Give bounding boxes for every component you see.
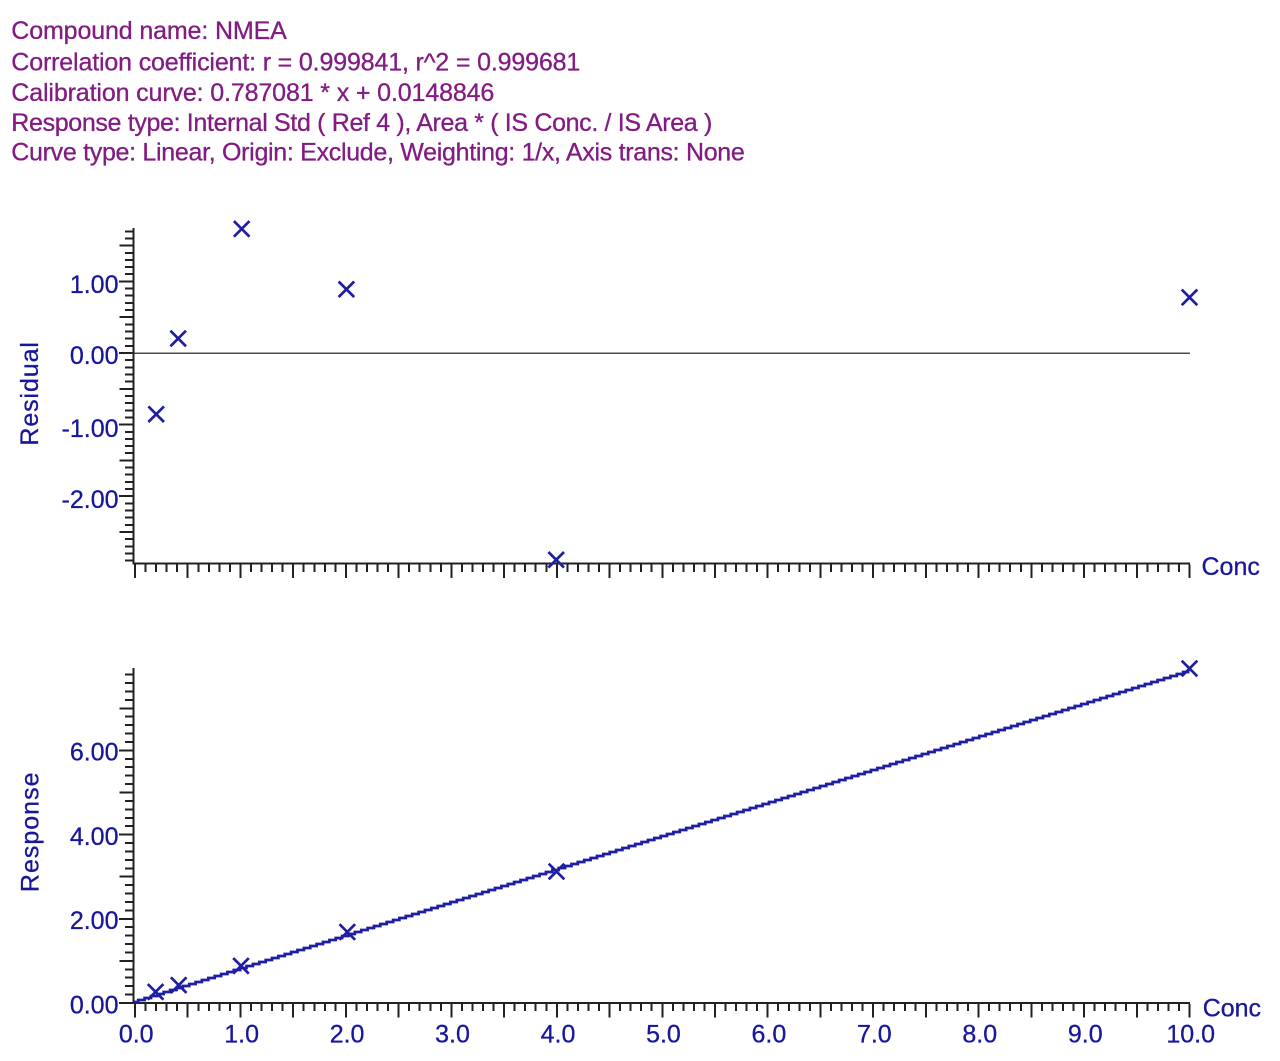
svg-text:6.0: 6.0 xyxy=(752,1020,787,1048)
svg-text:Response type: Internal Std (: Response type: Internal Std ( Ref 4 ), A… xyxy=(11,109,712,137)
svg-text:Conc: Conc xyxy=(1203,994,1261,1022)
svg-text:2.0: 2.0 xyxy=(330,1020,365,1048)
svg-text:7.0: 7.0 xyxy=(857,1020,892,1048)
svg-text:-2.00: -2.00 xyxy=(62,486,119,514)
svg-text:6.00: 6.00 xyxy=(70,739,119,767)
svg-text:4.0: 4.0 xyxy=(541,1020,576,1048)
svg-text:2.00: 2.00 xyxy=(70,907,119,935)
svg-text:1.0: 1.0 xyxy=(224,1020,259,1048)
svg-text:Conc: Conc xyxy=(1202,553,1260,581)
svg-text:3.0: 3.0 xyxy=(435,1020,470,1048)
svg-text:-1.00: -1.00 xyxy=(62,415,119,443)
svg-text:4.00: 4.00 xyxy=(70,823,119,851)
svg-text:Response: Response xyxy=(17,772,45,893)
svg-text:8.0: 8.0 xyxy=(962,1020,997,1048)
svg-text:1.00: 1.00 xyxy=(70,271,119,299)
svg-text:Correlation coefficient: r = 0: Correlation coefficient: r = 0.999841, r… xyxy=(11,49,580,77)
svg-text:10.0: 10.0 xyxy=(1166,1020,1215,1048)
svg-text:0.0: 0.0 xyxy=(119,1020,154,1048)
svg-text:0.00: 0.00 xyxy=(70,342,119,370)
svg-text:Residual: Residual xyxy=(16,341,44,445)
svg-text:Compound name: NMEA: Compound name: NMEA xyxy=(11,17,287,45)
svg-text:0.00: 0.00 xyxy=(70,991,119,1019)
svg-text:5.0: 5.0 xyxy=(646,1020,681,1048)
svg-text:Calibration curve: 0.787081 *: Calibration curve: 0.787081 * x + 0.0148… xyxy=(11,79,494,107)
svg-text:9.0: 9.0 xyxy=(1068,1020,1103,1048)
svg-text:Curve type: Linear, Origin: Ex: Curve type: Linear, Origin: Exclude, Wei… xyxy=(11,139,745,167)
